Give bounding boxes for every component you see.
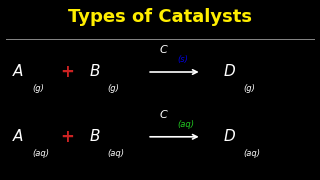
Text: (g): (g) xyxy=(32,84,44,93)
Text: B: B xyxy=(90,64,100,80)
Text: +: + xyxy=(60,128,74,146)
Text: (aq): (aq) xyxy=(243,148,260,158)
Text: (g): (g) xyxy=(243,84,255,93)
Text: D: D xyxy=(224,64,236,80)
Text: A: A xyxy=(13,129,23,144)
Text: C: C xyxy=(160,45,168,55)
Text: (aq): (aq) xyxy=(32,148,49,158)
Text: D: D xyxy=(224,129,236,144)
Text: B: B xyxy=(90,129,100,144)
Text: (g): (g) xyxy=(107,84,119,93)
Text: Types of Catalysts: Types of Catalysts xyxy=(68,8,252,26)
Text: (aq): (aq) xyxy=(107,148,124,158)
Text: (aq): (aq) xyxy=(178,120,195,129)
Text: A: A xyxy=(13,64,23,80)
Text: (s): (s) xyxy=(178,55,188,64)
Text: +: + xyxy=(60,63,74,81)
Text: C: C xyxy=(160,110,168,120)
